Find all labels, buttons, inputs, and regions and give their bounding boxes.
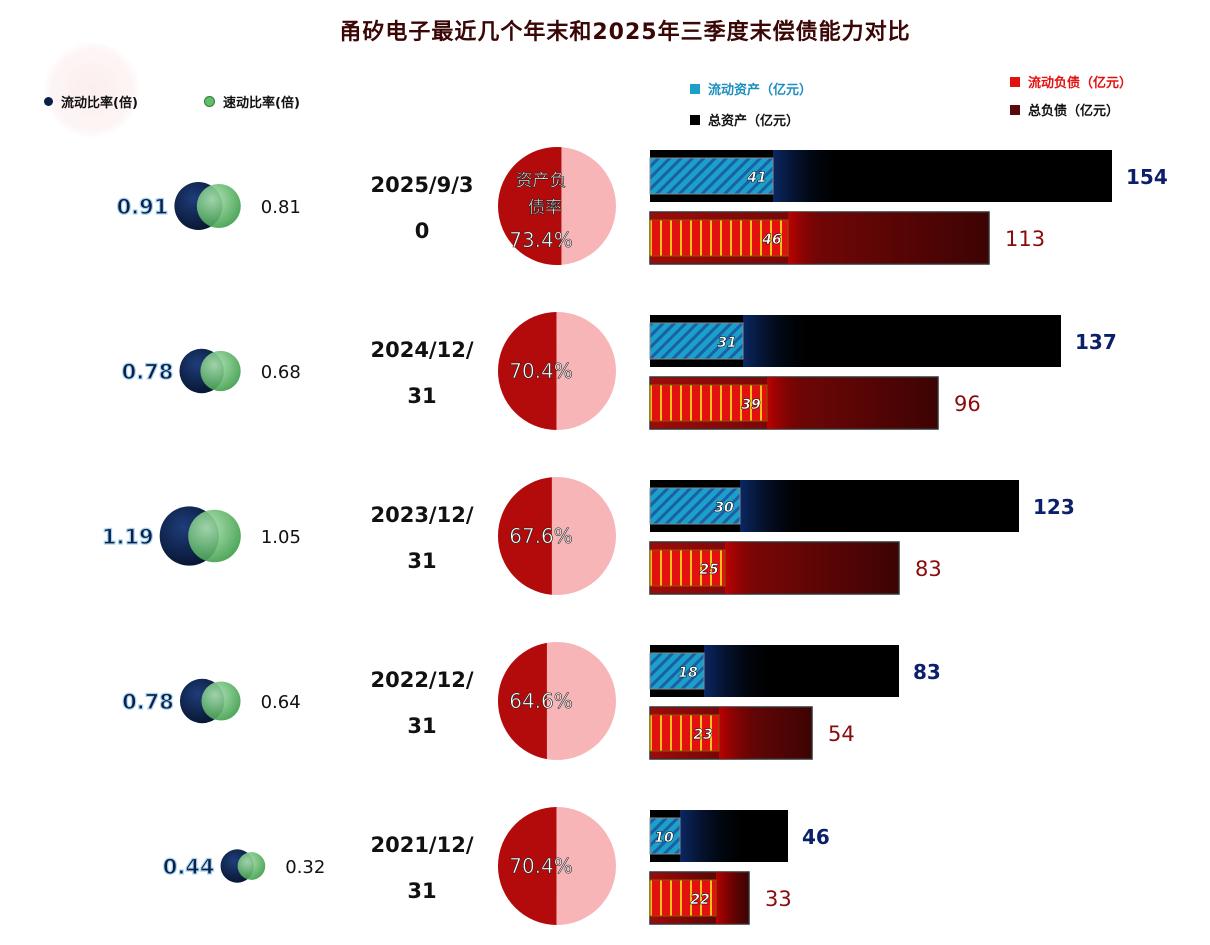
current-assets-bar (649, 817, 681, 855)
quick-ratio-bubble (200, 350, 241, 392)
date-label-line2: 31 (407, 549, 436, 573)
current-ratio-label: 0.44 (163, 855, 215, 879)
current-liabilities-value: 22 (690, 892, 709, 908)
quick-ratio-label: 0.32 (285, 857, 325, 878)
legend-current-assets-swatch-icon (690, 83, 700, 94)
total-liabilities-value: 96 (954, 392, 981, 416)
current-liabilities-bar-tail (767, 377, 807, 429)
total-liabilities-value: 83 (915, 557, 942, 581)
legend-total-liabilities: 总负债（亿元） (1010, 100, 1119, 119)
legend-current-ratio-label: 流动比率(倍) (61, 96, 138, 111)
debt-ratio-pie-slice (497, 642, 547, 760)
date-label-line2: 31 (407, 714, 436, 738)
legend-current-assets: 流动资产（亿元） (690, 79, 812, 98)
quick-ratio-label: 0.68 (261, 362, 301, 383)
date-label-line1: 2024/12/ (370, 338, 473, 362)
debt-ratio-value: 70.4% (509, 854, 573, 878)
quick-ratio-label: 1.05 (261, 527, 301, 548)
current-liabilities-value: 39 (741, 397, 761, 413)
legend-total-assets-swatch-icon (690, 114, 700, 125)
current-liabilities-value: 46 (761, 232, 782, 248)
current-liabilities-bar (649, 384, 768, 422)
current-assets-bar-tail (680, 810, 750, 862)
current-ratio-label: 0.91 (117, 195, 169, 219)
current-ratio-label: 1.19 (102, 525, 154, 549)
debt-ratio-value: 70.4% (509, 359, 573, 383)
quick-ratio-label: 0.81 (261, 197, 301, 218)
debt-ratio-pie-slice (497, 477, 552, 595)
date-label-line2: 0 (415, 219, 430, 243)
current-ratio-label: 0.78 (122, 690, 174, 714)
current-assets-value: 41 (746, 170, 766, 186)
debt-ratio-pie-slice (498, 146, 562, 265)
current-ratio-label: 0.78 (122, 360, 174, 384)
current-liabilities-bar-tail (788, 212, 828, 264)
current-liabilities-bar (649, 549, 726, 587)
current-liabilities-bar (649, 219, 789, 257)
debt-ratio-pie-slice (497, 807, 557, 925)
current-liabilities-bar-tail (725, 542, 765, 594)
quick-ratio-bubble (188, 509, 241, 563)
quick-ratio-label: 0.64 (261, 692, 301, 713)
current-liabilities-value: 23 (693, 727, 712, 743)
legend-current-ratio: 流动比率(倍) (44, 92, 138, 111)
current-assets-value: 30 (714, 500, 734, 516)
legend-current-liabilities: 流动负债（亿元） (1010, 72, 1132, 91)
current-liabilities-bar (649, 714, 720, 752)
date-label-line1: 2025/9/3 (370, 173, 473, 197)
date-label-line1: 2022/12/ (370, 668, 473, 692)
total-assets-value: 154 (1126, 165, 1168, 189)
legend-current-ratio-dot-icon (44, 97, 53, 106)
chart-title: 甬矽电子最近几个年末和2025年三季度末偿债能力对比 (339, 20, 911, 45)
date-label-line2: 31 (407, 879, 436, 903)
total-liabilities-value: 33 (765, 887, 792, 911)
current-liabilities-bar (649, 879, 717, 917)
quick-ratio-bubble (196, 184, 241, 228)
debt-ratio-caption-line1: 资产负 (516, 171, 567, 191)
total-assets-value: 123 (1033, 495, 1075, 519)
current-assets-value: 18 (678, 665, 698, 681)
current-liabilities-bar-tail (719, 707, 759, 759)
legend-total-liabilities-label: 总负债（亿元） (1028, 104, 1120, 119)
current-liabilities-bar-tail (716, 872, 749, 924)
total-assets-value: 83 (913, 660, 941, 684)
current-assets-bar (649, 322, 744, 360)
current-assets-value: 31 (717, 335, 736, 351)
legend-total-assets: 总资产（亿元） (690, 110, 799, 129)
legend-total-assets-label: 总资产（亿元） (708, 114, 800, 129)
debt-ratio-value: 64.6% (509, 689, 573, 713)
total-assets-value: 137 (1075, 330, 1117, 354)
current-assets-bar-tail (743, 315, 813, 367)
current-assets-bar (649, 157, 774, 195)
debt-ratio-value: 73.4% (509, 228, 573, 252)
total-liabilities-value: 113 (1005, 227, 1045, 251)
date-label-line1: 2021/12/ (370, 833, 473, 857)
debt-ratio-caption-line2: 债率 (528, 198, 562, 218)
current-assets-bar-tail (740, 480, 810, 532)
date-label-line2: 31 (407, 384, 436, 408)
current-assets-bar-tail (704, 645, 774, 697)
current-assets-bar (649, 652, 705, 690)
total-assets-value: 46 (802, 825, 830, 849)
current-assets-bar (649, 487, 741, 525)
debt-ratio-value: 67.6% (509, 524, 573, 548)
logo-watermark-icon (44, 42, 140, 138)
legend-total-liabilities-swatch-icon (1010, 104, 1020, 115)
date-label-line1: 2023/12/ (370, 503, 473, 527)
quick-ratio-bubble (201, 681, 241, 721)
debt-ratio-pie-slice (498, 312, 557, 430)
legend-quick-ratio-label: 速动比率(倍) (223, 96, 300, 111)
legend-current-assets-label: 流动资产（亿元） (708, 83, 813, 98)
current-assets-bar-tail (773, 150, 843, 202)
legend-quick-ratio-dot-icon (204, 96, 215, 107)
legend-current-liabilities-label: 流动负债（亿元） (1028, 76, 1133, 91)
current-assets-value: 10 (654, 830, 674, 846)
total-liabilities-value: 54 (828, 722, 855, 746)
legend-quick-ratio: 速动比率(倍) (204, 92, 300, 111)
legend-current-liabilities-swatch-icon (1010, 76, 1020, 87)
current-liabilities-value: 25 (699, 562, 719, 578)
quick-ratio-bubble (237, 852, 266, 880)
